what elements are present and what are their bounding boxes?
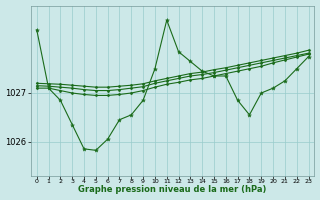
X-axis label: Graphe pression niveau de la mer (hPa): Graphe pression niveau de la mer (hPa) xyxy=(78,185,267,194)
